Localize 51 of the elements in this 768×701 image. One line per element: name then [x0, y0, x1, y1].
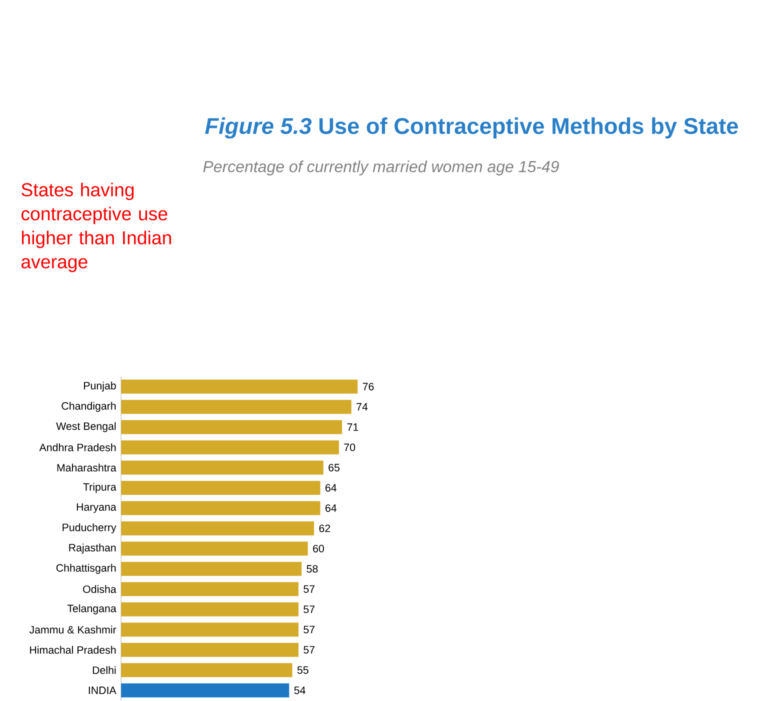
bar: [121, 562, 302, 576]
bar: [121, 480, 320, 495]
y-tick-label: Rajasthan: [69, 544, 116, 554]
bar: [121, 663, 292, 678]
data-label: 57: [304, 586, 315, 593]
bar: [121, 400, 352, 414]
data-label: 54: [294, 686, 306, 694]
data-label: 64: [326, 504, 337, 512]
data-label: 74: [356, 403, 368, 411]
bar: [121, 420, 342, 434]
data-label: 62: [319, 524, 330, 532]
bar: [121, 622, 298, 637]
y-tick-label: Jammu & Kashmir: [29, 626, 116, 634]
y-tick-label: Andhra Pradesh: [39, 444, 116, 452]
data-label: 64: [326, 484, 337, 492]
bar: [121, 380, 358, 394]
text: States having contraceptive use higher than Indian average: [22, 182, 171, 272]
bar: [121, 683, 290, 698]
bar: [121, 542, 308, 556]
y-tick-label: West Bengal: [56, 422, 116, 432]
y-tick-label: INDIA: [88, 686, 116, 694]
bar: [121, 501, 320, 516]
y-tick-label: Maharashtra: [57, 464, 116, 472]
y-tick-label: Delhi: [92, 666, 116, 674]
chart-subtitle: Percentage of currently married women age 15-49: [203, 160, 559, 176]
y-tick-label: Odisha: [83, 585, 116, 594]
data-label: 58: [306, 565, 318, 573]
y-tick-label: Tripura: [83, 482, 116, 493]
y-tick-label: Haryana: [76, 503, 116, 514]
bar: [121, 602, 298, 616]
bar: [121, 521, 314, 536]
data-label: 71: [347, 424, 358, 431]
data-label: 55: [297, 666, 308, 674]
y-tick-label: Chandigarh: [62, 402, 116, 412]
y-tick-label: Chhattisgarh: [56, 564, 116, 574]
y-tick-label: Punjab: [84, 382, 116, 392]
text: Figure 5.3 Use of Contraceptive Methods by State: [205, 118, 738, 139]
bar: [121, 460, 324, 475]
data-label: 57: [304, 626, 315, 634]
data-label: 65: [328, 464, 340, 472]
bar: [121, 440, 339, 454]
y-tick-label: Himachal Pradesh: [30, 646, 116, 654]
data-label: 76: [362, 382, 374, 390]
bar: [121, 582, 298, 596]
bar: [121, 642, 298, 657]
data-label: 57: [304, 606, 315, 614]
data-label: 57: [304, 646, 315, 654]
y-tick-label: Telangana: [67, 604, 116, 614]
data-label: 60: [313, 544, 324, 552]
data-label: 70: [344, 444, 356, 452]
y-tick-label: Puducherry: [62, 523, 116, 534]
